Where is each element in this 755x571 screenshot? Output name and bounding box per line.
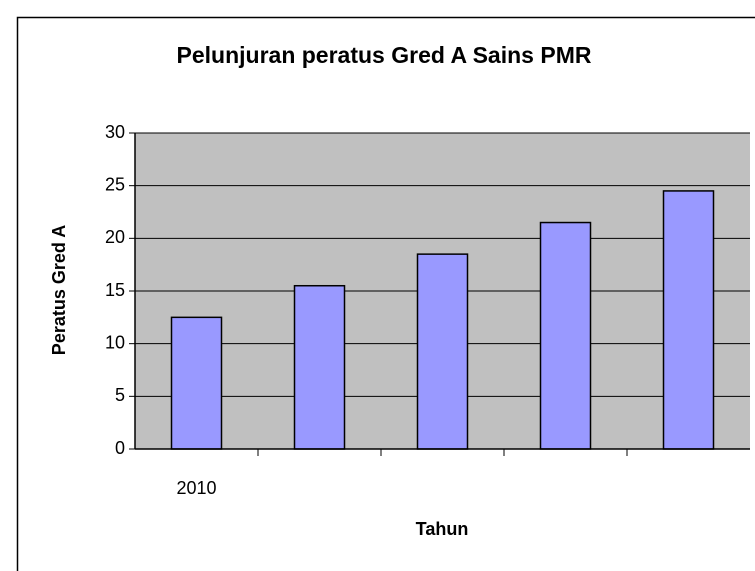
y-tick-label: 5 bbox=[115, 385, 125, 405]
x-axis-label: Tahun bbox=[416, 519, 469, 539]
y-tick-label: 20 bbox=[105, 227, 125, 247]
bar bbox=[539, 221, 592, 450]
y-tick-label: 25 bbox=[105, 174, 125, 194]
bar bbox=[293, 284, 346, 450]
chart-title: Pelunjuran peratus Gred A Sains PMR bbox=[177, 42, 592, 68]
y-tick-label: 30 bbox=[105, 122, 125, 142]
bar bbox=[170, 316, 223, 450]
y-tick-label: 0 bbox=[115, 438, 125, 458]
y-axis-label: Peratus Gred A bbox=[49, 225, 69, 355]
y-tick-label: 10 bbox=[105, 332, 125, 352]
y-tick-label: 15 bbox=[105, 280, 125, 300]
bar bbox=[416, 253, 469, 450]
bar bbox=[662, 190, 715, 450]
x-tick-label: 2010 bbox=[176, 478, 216, 498]
